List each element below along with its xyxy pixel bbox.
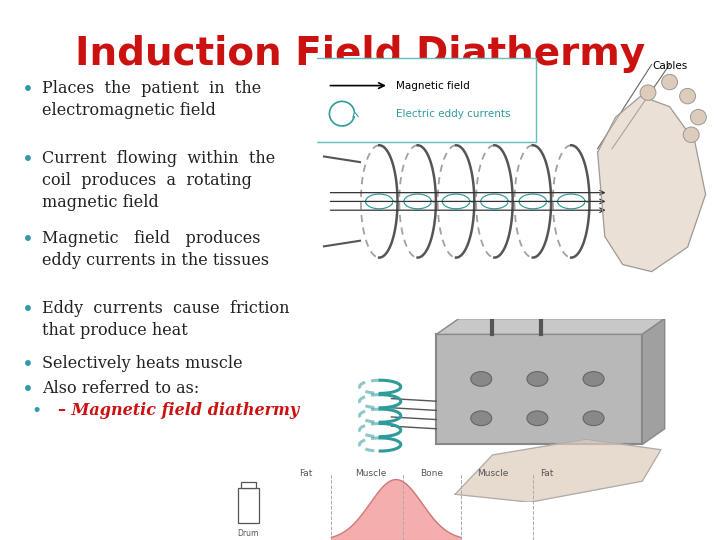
Text: Induction Field Diathermy: Induction Field Diathermy [75,35,645,73]
Text: Cables: Cables [652,61,687,71]
Bar [238,488,259,523]
Text: •: • [31,402,41,420]
Circle shape [583,372,604,386]
Text: Also referred to as:: Also referred to as: [42,380,199,397]
Bar [241,482,256,488]
Circle shape [471,372,492,386]
Text: •: • [22,80,34,99]
Circle shape [690,110,706,125]
Text: Selectively heats muscle: Selectively heats muscle [42,355,243,372]
Text: Bone: Bone [420,469,444,478]
FancyBboxPatch shape [436,334,642,444]
Text: Fat: Fat [541,469,554,478]
Polygon shape [455,439,661,502]
Text: •: • [22,230,34,249]
Circle shape [471,411,492,426]
Circle shape [683,127,699,143]
Polygon shape [642,319,665,444]
Text: Fat: Fat [300,469,312,478]
Text: Current  flowing  within  the
coil  produces  a  rotating
magnetic field: Current flowing within the coil produces… [42,150,275,211]
Polygon shape [598,96,706,272]
Text: Electric eddy currents: Electric eddy currents [396,109,510,119]
FancyBboxPatch shape [313,57,536,141]
Circle shape [583,411,604,426]
Text: •: • [22,380,34,399]
Circle shape [527,411,548,426]
Text: Drum: Drum [238,529,259,538]
Text: Magnetic field: Magnetic field [396,80,469,91]
Circle shape [680,89,696,104]
Circle shape [662,75,678,90]
Text: Muscle: Muscle [477,469,509,478]
Circle shape [640,85,656,100]
Text: •: • [22,300,34,319]
Text: •: • [22,150,34,169]
Text: – Magnetic field diathermy: – Magnetic field diathermy [58,402,299,419]
Text: Muscle: Muscle [355,469,387,478]
Text: Places  the  patient  in  the
electromagnetic field: Places the patient in the electromagneti… [42,80,261,119]
Polygon shape [436,319,665,334]
Text: Eddy  currents  cause  friction
that produce heat: Eddy currents cause friction that produc… [42,300,289,339]
Text: Magnetic   field   produces
eddy currents in the tissues: Magnetic field produces eddy currents in… [42,230,269,269]
Circle shape [527,372,548,386]
Text: •: • [22,355,34,374]
